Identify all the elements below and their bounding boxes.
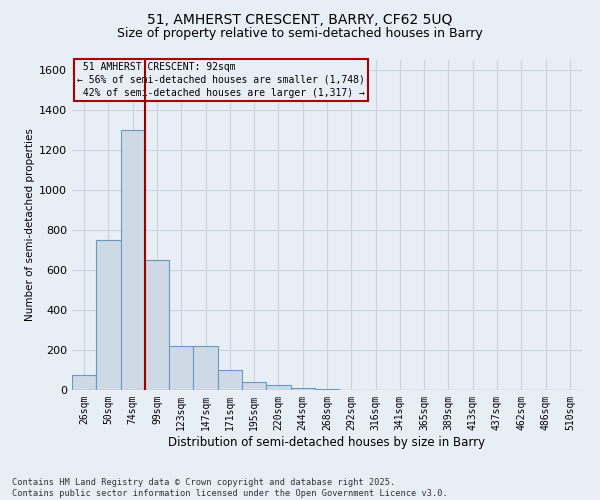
Bar [121,130,145,390]
Bar [72,375,96,390]
Bar [193,346,218,390]
Bar [315,389,339,390]
Bar [218,370,242,390]
Bar [145,260,169,390]
Bar [290,388,315,390]
Bar [96,240,121,390]
Bar [266,385,290,390]
Text: Contains HM Land Registry data © Crown copyright and database right 2025.
Contai: Contains HM Land Registry data © Crown c… [12,478,448,498]
Text: 51 AMHERST CRESCENT: 92sqm
← 56% of semi-detached houses are smaller (1,748)
 42: 51 AMHERST CRESCENT: 92sqm ← 56% of semi… [77,62,365,98]
Y-axis label: Number of semi-detached properties: Number of semi-detached properties [25,128,35,322]
Bar [169,346,193,390]
X-axis label: Distribution of semi-detached houses by size in Barry: Distribution of semi-detached houses by … [169,436,485,448]
Text: Size of property relative to semi-detached houses in Barry: Size of property relative to semi-detach… [117,28,483,40]
Text: 51, AMHERST CRESCENT, BARRY, CF62 5UQ: 51, AMHERST CRESCENT, BARRY, CF62 5UQ [148,12,452,26]
Bar [242,382,266,390]
